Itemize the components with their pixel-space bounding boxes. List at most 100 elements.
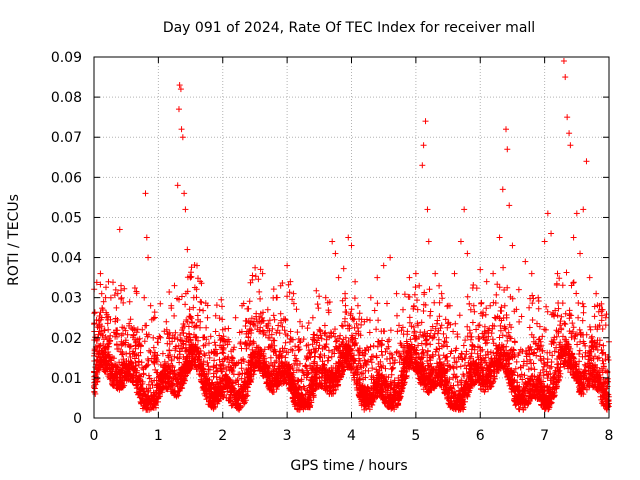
- data-point: [213, 350, 220, 357]
- data-point: [264, 306, 271, 313]
- data-point: [345, 234, 352, 241]
- data-point: [504, 146, 511, 153]
- data-point: [129, 378, 136, 385]
- data-point: [506, 202, 513, 209]
- data-point: [554, 270, 561, 277]
- y-tick-label: 0: [73, 411, 82, 427]
- data-point: [470, 302, 477, 309]
- data-point: [239, 302, 246, 309]
- data-point: [496, 234, 503, 241]
- x-tick-label: 7: [540, 428, 549, 444]
- data-point: [102, 294, 109, 301]
- data-point: [544, 210, 551, 217]
- data-point: [155, 390, 162, 397]
- data-point: [503, 126, 509, 133]
- data-point: [147, 302, 154, 309]
- data-point: [329, 238, 336, 245]
- data-point: [187, 274, 194, 281]
- data-point: [580, 206, 587, 213]
- data-point: [100, 298, 107, 305]
- data-point: [528, 270, 535, 277]
- data-point: [316, 326, 323, 333]
- data-point: [490, 270, 497, 277]
- data-point: [96, 366, 103, 373]
- data-point: [145, 254, 152, 261]
- data-point: [284, 262, 291, 269]
- data-point: [438, 290, 445, 297]
- data-point: [176, 82, 183, 89]
- x-tick-label: 4: [347, 428, 356, 444]
- data-point: [141, 294, 148, 301]
- data-point: [113, 366, 120, 373]
- data-point: [515, 286, 522, 293]
- data-point: [178, 126, 185, 133]
- x-tick-label: 3: [283, 428, 292, 444]
- x-tick-label: 0: [90, 428, 99, 444]
- data-point: [406, 274, 413, 281]
- data-point: [332, 250, 339, 257]
- data-point: [322, 294, 329, 301]
- data-point: [271, 342, 278, 349]
- y-axis-title: ROTI / TECUs: [6, 194, 22, 286]
- data-point: [461, 206, 468, 213]
- data-point: [194, 262, 200, 269]
- data-point: [380, 262, 387, 269]
- data-point: [245, 330, 252, 337]
- y-tick-label: 0.01: [51, 371, 82, 387]
- data-point: [197, 318, 204, 325]
- data-point: [174, 182, 181, 189]
- data-point: [567, 142, 574, 149]
- data-point: [190, 294, 197, 301]
- data-point: [143, 234, 150, 241]
- data-point: [464, 250, 471, 257]
- data-point: [290, 290, 297, 297]
- data-point: [161, 358, 168, 365]
- data-point: [94, 378, 101, 385]
- data-point: [103, 314, 110, 321]
- data-point: [171, 282, 178, 289]
- x-tick-label: 5: [411, 428, 420, 444]
- data-point: [152, 366, 159, 373]
- data-point: [564, 114, 571, 121]
- axis-ticks: 0 1 2 3 4 5 6 7 8 0 0.01 0.02 0.03 0.04 0.05 0.06 0.07 0.…: [51, 50, 614, 444]
- data-point: [139, 326, 146, 333]
- data-point: [126, 366, 133, 373]
- data-point: [499, 186, 506, 193]
- y-tick-label: 0.02: [51, 331, 82, 347]
- data-point: [457, 238, 464, 245]
- data-point: [251, 350, 258, 357]
- data-point: [374, 274, 381, 281]
- data-point: [420, 142, 427, 149]
- data-point: [445, 302, 452, 309]
- data-point: [566, 130, 573, 137]
- data-point: [107, 354, 114, 361]
- data-point: [258, 318, 265, 325]
- data-point: [593, 290, 600, 297]
- data-point: [560, 58, 567, 65]
- data-point: [287, 278, 294, 285]
- data-point: [182, 206, 189, 213]
- chart-title: Day 091 of 2024, Rate Of TEC Index for r…: [163, 20, 535, 36]
- data-point: [583, 158, 590, 165]
- x-tick-label: 6: [476, 428, 485, 444]
- data-point: [150, 334, 157, 341]
- data-point: [110, 382, 117, 389]
- y-tick-label: 0.05: [51, 210, 82, 226]
- data-point: [118, 282, 125, 289]
- data-point: [393, 290, 400, 297]
- data-point: [158, 378, 165, 385]
- data-point: [175, 106, 182, 113]
- data-point: [165, 330, 172, 337]
- data-point: [105, 326, 112, 333]
- data-point: [535, 294, 542, 301]
- grid-lines: [94, 57, 609, 418]
- data-point: [168, 302, 175, 309]
- data-point: [367, 294, 374, 301]
- data-point: [181, 190, 188, 197]
- y-tick-label: 0.08: [51, 90, 82, 106]
- data-point: [522, 258, 529, 265]
- data-point: [277, 310, 284, 317]
- data-point: [425, 238, 432, 245]
- data-point: [309, 314, 316, 321]
